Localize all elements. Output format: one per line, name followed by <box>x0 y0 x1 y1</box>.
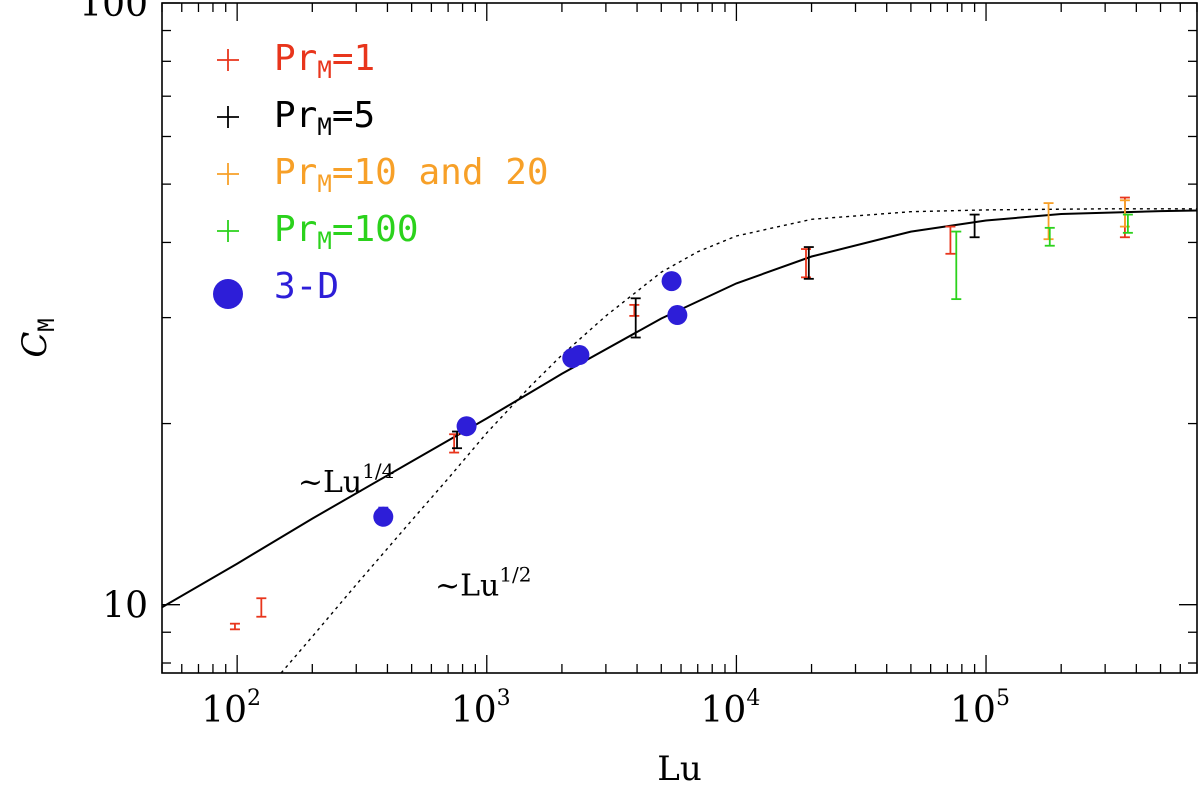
data-point-3d <box>667 305 688 326</box>
x-tick-label: 104 <box>701 686 761 731</box>
x-tick-label-exponent: 5 <box>996 686 1010 711</box>
legend-label-main: Pr <box>274 38 317 79</box>
annotation-text: ~Lu <box>298 465 362 500</box>
legend-label: 3-D <box>274 266 339 307</box>
plot-area-border <box>161 2 1198 674</box>
annotation-power-law: ~Lu1/4 <box>298 459 395 500</box>
legend-marker-dot <box>213 279 243 309</box>
x-axis-label: Lu <box>657 749 701 789</box>
legend-label-suffix: =1 <box>332 38 375 79</box>
y-tick-label: 100 <box>79 0 148 25</box>
x-tick-label-base: 10 <box>451 690 497 731</box>
legend-label: PrM=10 and 20 <box>274 152 549 198</box>
annotation-exponent: 1/4 <box>362 459 394 483</box>
plot-frame <box>161 2 1198 674</box>
y-axis-label: CM <box>15 318 60 357</box>
x-tick-label-exponent: 4 <box>746 686 760 711</box>
x-tick-label: 102 <box>201 686 261 731</box>
legend-label: PrM=5 <box>274 95 375 141</box>
legend-label-suffix: =5 <box>332 95 375 136</box>
y-axis-label-sub: M <box>35 318 60 331</box>
legend-label-suffix: =10 and 20 <box>332 152 549 193</box>
x-tick-label-exponent: 2 <box>247 686 261 711</box>
data-point-3d <box>569 345 590 366</box>
annotation-text: ~Lu <box>435 569 499 604</box>
legend-label-main: Pr <box>274 95 317 136</box>
legend-label: PrM=1 <box>274 38 375 84</box>
legend-label-suffix: =100 <box>332 209 419 250</box>
legend-label-main: Pr <box>274 209 317 250</box>
data-points <box>229 196 1133 631</box>
data-point-3d <box>373 506 394 527</box>
x-tick-label-exponent: 3 <box>497 686 511 711</box>
x-tick-label: 103 <box>451 686 511 731</box>
x-tick-label-base: 10 <box>201 690 247 731</box>
legend-label-sub: M <box>317 227 331 255</box>
y-axis-label-main: C <box>15 332 55 358</box>
legend-label: PrM=100 <box>274 209 419 255</box>
legend-label-sub: M <box>317 56 331 84</box>
annotation-exponent: 1/2 <box>499 563 531 587</box>
y-tick-label: 10 <box>102 586 148 627</box>
dotted-fit-curve <box>280 208 1197 673</box>
legend-label-main: 3-D <box>274 266 339 307</box>
annotations: ~Lu1/4~Lu1/2 <box>298 459 532 604</box>
legend-label-sub: M <box>317 170 331 198</box>
x-tick-label-base: 10 <box>701 690 747 731</box>
data-point-3d <box>456 416 477 437</box>
data-point-3d <box>661 271 682 292</box>
x-tick-label: 105 <box>950 686 1010 731</box>
legend-label-main: Pr <box>274 152 317 193</box>
x-tick-label-base: 10 <box>950 690 996 731</box>
legend-label-sub: M <box>317 113 331 141</box>
annotation-power-law: ~Lu1/2 <box>435 563 532 604</box>
